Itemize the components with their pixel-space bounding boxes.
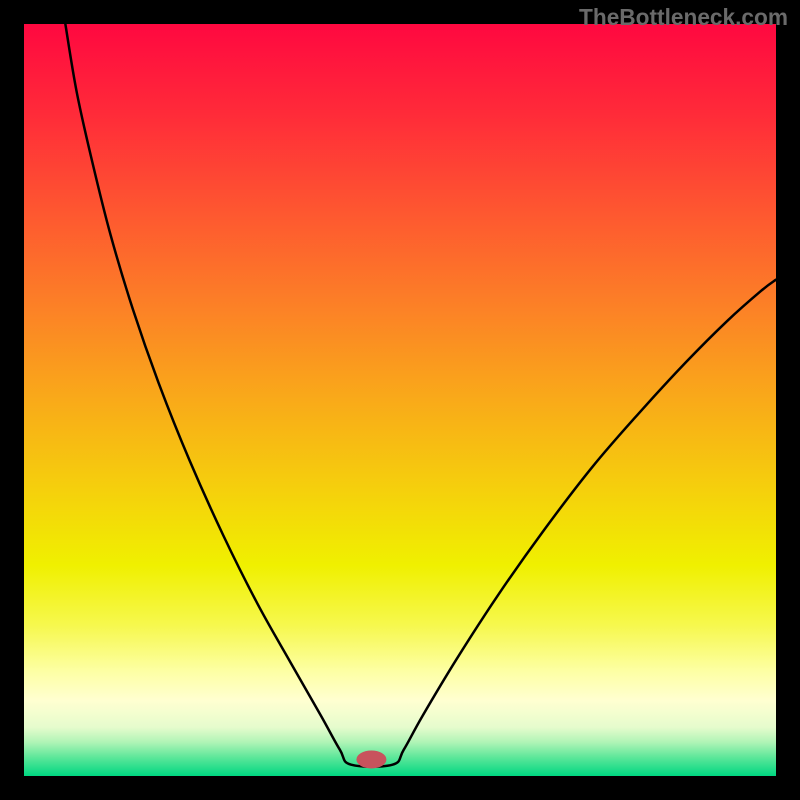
optimum-marker [356,750,386,768]
watermark-text: TheBottleneck.com [579,4,788,31]
chart-svg [0,0,800,800]
bottleneck-chart: TheBottleneck.com [0,0,800,800]
chart-plot-area [24,24,776,776]
